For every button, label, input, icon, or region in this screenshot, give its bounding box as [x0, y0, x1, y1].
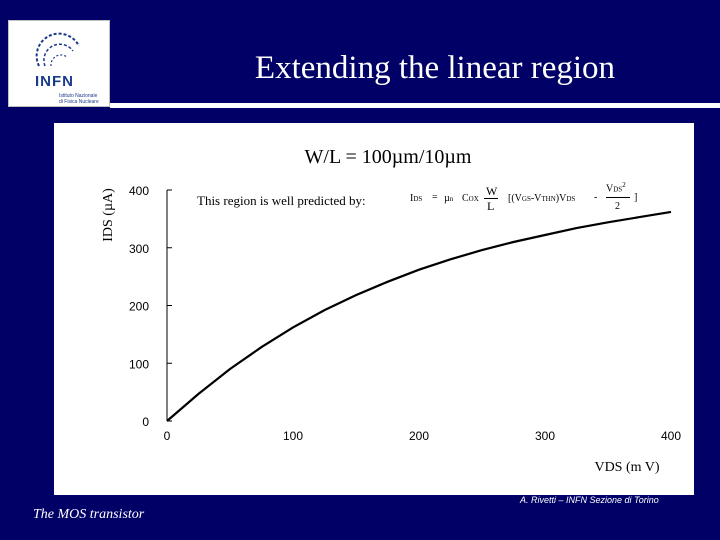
x-tick-label: 400: [661, 429, 681, 443]
formula-sq: 2: [622, 181, 626, 189]
formula-eq: =: [432, 192, 438, 203]
formula-mu: µ: [444, 193, 450, 204]
y-axis-label: IDS (µA): [101, 188, 116, 242]
ids-vds-curve: [166, 210, 672, 422]
logo-subtitle: Istituto Nazionale di Fisica Nucleare: [59, 93, 107, 105]
formula-ids: I: [410, 193, 414, 204]
title-divider: [110, 103, 720, 108]
infn-logo: INFN Istituto Nazionale di Fisica Nuclea…: [8, 20, 110, 107]
formula-cox-sub: OX: [468, 195, 479, 203]
footer-topic: The MOS transistor: [33, 507, 145, 522]
infn-logo-arcs: [35, 32, 80, 67]
logo-sub-line-1: Istituto Nazionale: [59, 93, 98, 99]
x-tick-label: 0: [164, 429, 171, 443]
chart-title: W/L = 100µm/10µm: [305, 146, 472, 168]
x-tick-label: 200: [409, 429, 429, 443]
formula-vds-sub: DS: [566, 195, 576, 203]
formula-vds2: V: [606, 183, 614, 195]
y-tick-label: 0: [142, 415, 149, 429]
chart-panel: W/L = 100µm/10µm IDS (µA) VDS (m V) 0 100…: [54, 123, 694, 495]
logo-sub-line-2: di Fisica Nucleare: [59, 99, 99, 105]
formula-l: L: [487, 199, 495, 213]
x-axis-label: VDS (m V): [594, 460, 659, 475]
formula-bracket-close: ]: [634, 192, 638, 203]
formula-cox: C: [462, 193, 469, 204]
formula-vgs-sub: GS: [521, 195, 531, 203]
formula-minus2: -: [594, 192, 598, 203]
x-tick-label: 100: [283, 429, 303, 443]
formula-vds-part: )V: [555, 193, 567, 204]
formula-ids-sub: DS: [413, 195, 423, 203]
formula-w-l-line: [484, 198, 498, 199]
x-ticks: 0 100 200 300 400: [164, 429, 682, 443]
footer-author: A. Rivetti – INFN Sezione di Torino: [520, 495, 659, 505]
y-ticks: 0 100 200 300 400: [129, 184, 172, 429]
y-tick-label: 300: [129, 242, 149, 256]
formula-vthn-sub: THN: [541, 195, 556, 203]
annotation-text: This region is well predicted by:: [197, 193, 366, 208]
formula-mu-sub: n: [449, 195, 454, 203]
logo-name: INFN: [35, 73, 74, 90]
formula-frac-line: [606, 197, 630, 198]
x-tick-label: 300: [535, 429, 555, 443]
formula-w: W: [486, 184, 498, 198]
y-tick-label: 100: [129, 357, 149, 371]
y-tick-label: 400: [129, 184, 149, 198]
formula-bracket-open: [(V: [508, 193, 522, 204]
y-tick-label: 200: [129, 300, 149, 314]
chart-svg: W/L = 100µm/10µm IDS (µA) VDS (m V) 0 100…: [101, 146, 682, 475]
formula-minus: -V: [530, 193, 542, 204]
formula-den: 2: [615, 201, 620, 212]
slide-title: Extending the linear region: [254, 50, 616, 86]
formula-vds2-sub: DS: [613, 185, 623, 194]
formula: IDS = µn COX W L [(VGS-VTHN)VDS - VDS2 2…: [410, 181, 680, 221]
